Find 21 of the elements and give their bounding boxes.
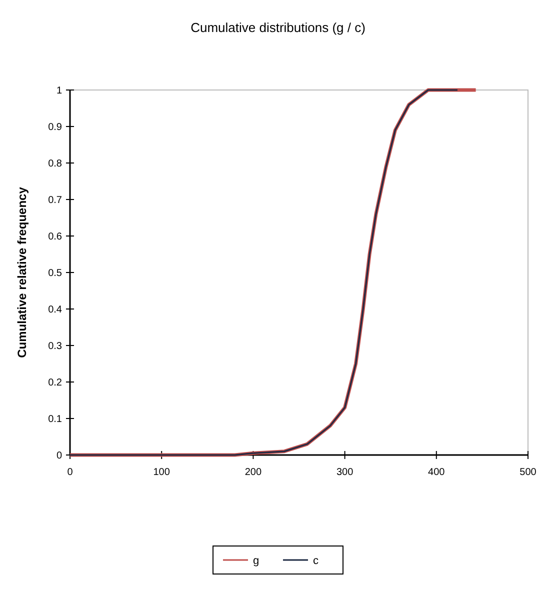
x-tick-label: 100 <box>153 467 170 478</box>
x-tick-label: 0 <box>67 467 74 478</box>
x-tick-label: 300 <box>336 467 354 478</box>
x-tick-label: 500 <box>520 467 537 478</box>
y-tick-label: 0.7 <box>48 195 62 206</box>
y-tick-label: 0.4 <box>48 304 62 316</box>
y-tick-label: 0.9 <box>48 122 62 133</box>
y-tick-label: 0.1 <box>48 414 62 425</box>
y-axis-title: Cumulative relative frequency <box>15 186 29 358</box>
legend-label: c <box>313 554 319 567</box>
x-tick-label: 200 <box>244 467 262 478</box>
y-tick-label: 0.8 <box>48 158 62 170</box>
y-tick-label: 0.2 <box>48 378 62 388</box>
y-tick-label: 0.6 <box>48 232 62 242</box>
chart-title: Cumulative distributions (g / c) <box>190 20 366 35</box>
y-tick-label: 0 <box>56 450 62 462</box>
legend-label: g <box>253 554 260 567</box>
y-tick-label: 0.3 <box>48 341 62 352</box>
y-tick-label: 0.5 <box>48 268 62 279</box>
y-tick-label: 1 <box>56 86 62 96</box>
x-tick-label: 400 <box>428 467 446 478</box>
